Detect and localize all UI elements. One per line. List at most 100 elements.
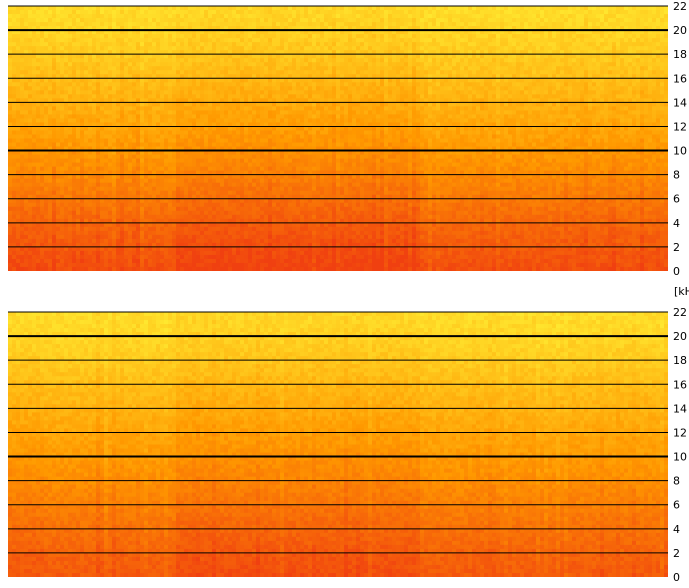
heat-cell xyxy=(192,70,197,75)
heat-cell xyxy=(56,110,61,116)
heat-cell xyxy=(52,50,57,55)
heat-cell xyxy=(268,170,273,176)
heat-cell xyxy=(188,186,193,192)
heat-cell xyxy=(236,146,241,152)
heat-cell xyxy=(84,162,89,168)
heat-cell xyxy=(88,22,93,27)
heat-cell xyxy=(288,110,293,116)
heat-cell xyxy=(284,90,289,95)
heat-cell xyxy=(240,86,245,91)
heat-cell xyxy=(36,70,41,75)
heat-cell xyxy=(164,178,169,184)
heat-cell xyxy=(72,210,77,216)
heat-cell xyxy=(240,18,245,23)
heat-cell xyxy=(36,254,41,260)
heat-cell xyxy=(256,170,261,176)
heat-cell xyxy=(88,6,93,11)
heat-cell xyxy=(216,178,221,184)
heat-cell xyxy=(108,214,113,220)
heat-cell xyxy=(308,118,313,124)
heat-cell xyxy=(20,170,25,176)
heat-cell xyxy=(52,186,57,192)
heat-cell xyxy=(292,230,297,236)
heat-cell xyxy=(204,154,209,160)
heat-cell xyxy=(8,182,13,188)
heat-cell xyxy=(232,94,237,99)
heat-cell xyxy=(68,222,73,228)
heat-cell xyxy=(160,42,165,47)
heat-cell xyxy=(172,206,177,212)
heat-cell xyxy=(200,234,205,240)
heat-cell xyxy=(92,42,97,47)
heat-cell xyxy=(36,86,41,91)
heat-cell xyxy=(276,134,281,140)
heat-cell xyxy=(100,238,105,244)
heat-cell xyxy=(136,90,141,95)
heat-cell xyxy=(28,170,33,176)
heat-cell xyxy=(64,106,69,111)
heat-cell xyxy=(72,190,77,196)
heat-cell xyxy=(40,34,45,39)
heat-cell xyxy=(264,226,269,232)
heat-cell xyxy=(256,6,261,11)
heat-cell xyxy=(140,150,145,156)
heat-cell xyxy=(120,34,125,39)
heat-cell xyxy=(292,106,297,111)
heat-cell xyxy=(8,98,13,103)
heat-cell xyxy=(268,146,273,152)
heat-cell xyxy=(16,194,21,200)
heat-cell xyxy=(44,102,49,107)
heat-cell xyxy=(80,146,85,152)
heat-cell xyxy=(260,262,265,268)
heat-cell xyxy=(260,178,265,184)
heat-cell xyxy=(100,190,105,196)
heat-cell xyxy=(192,166,197,172)
heat-cell xyxy=(12,186,17,192)
heat-cell xyxy=(272,186,277,192)
heat-cell xyxy=(36,90,41,95)
heat-cell xyxy=(112,50,117,55)
heat-cell xyxy=(20,210,25,216)
heat-cell xyxy=(240,218,245,224)
heat-cell xyxy=(32,126,37,132)
heat-cell xyxy=(24,262,29,268)
heat-cell xyxy=(124,30,129,35)
heat-cell xyxy=(60,70,65,75)
heat-cell xyxy=(56,170,61,176)
heat-cell xyxy=(252,114,257,120)
heat-cell xyxy=(140,186,145,192)
heat-cell xyxy=(148,262,153,268)
heat-cell xyxy=(124,162,129,168)
heat-cell xyxy=(56,38,61,43)
heat-cell xyxy=(80,66,85,71)
heat-cell xyxy=(88,186,93,192)
heat-cell xyxy=(64,66,69,71)
heat-cell xyxy=(48,214,53,220)
heat-cell xyxy=(40,162,45,168)
heat-cell xyxy=(12,146,17,152)
heat-cell xyxy=(108,154,113,160)
heat-cell xyxy=(236,178,241,184)
heat-cell xyxy=(164,22,169,27)
heat-cell xyxy=(292,218,297,224)
heat-cell xyxy=(288,22,293,27)
heat-cell xyxy=(280,206,285,212)
heat-cell xyxy=(24,166,29,172)
heat-cell xyxy=(84,206,89,212)
heat-cell xyxy=(236,170,241,176)
heat-cell xyxy=(308,10,313,15)
heat-cell xyxy=(212,150,217,156)
heat-cell xyxy=(8,26,13,31)
heat-cell xyxy=(44,78,49,83)
heat-cell xyxy=(280,86,285,91)
heat-cell xyxy=(256,18,261,23)
heat-cell xyxy=(232,34,237,39)
heat-cell xyxy=(300,66,305,71)
heat-cell xyxy=(80,94,85,99)
heat-cell xyxy=(176,210,181,216)
heat-cell xyxy=(120,46,125,51)
heat-cell xyxy=(300,58,305,63)
heat-cell xyxy=(212,126,217,132)
heat-cell xyxy=(172,94,177,99)
heat-cell xyxy=(136,106,141,111)
